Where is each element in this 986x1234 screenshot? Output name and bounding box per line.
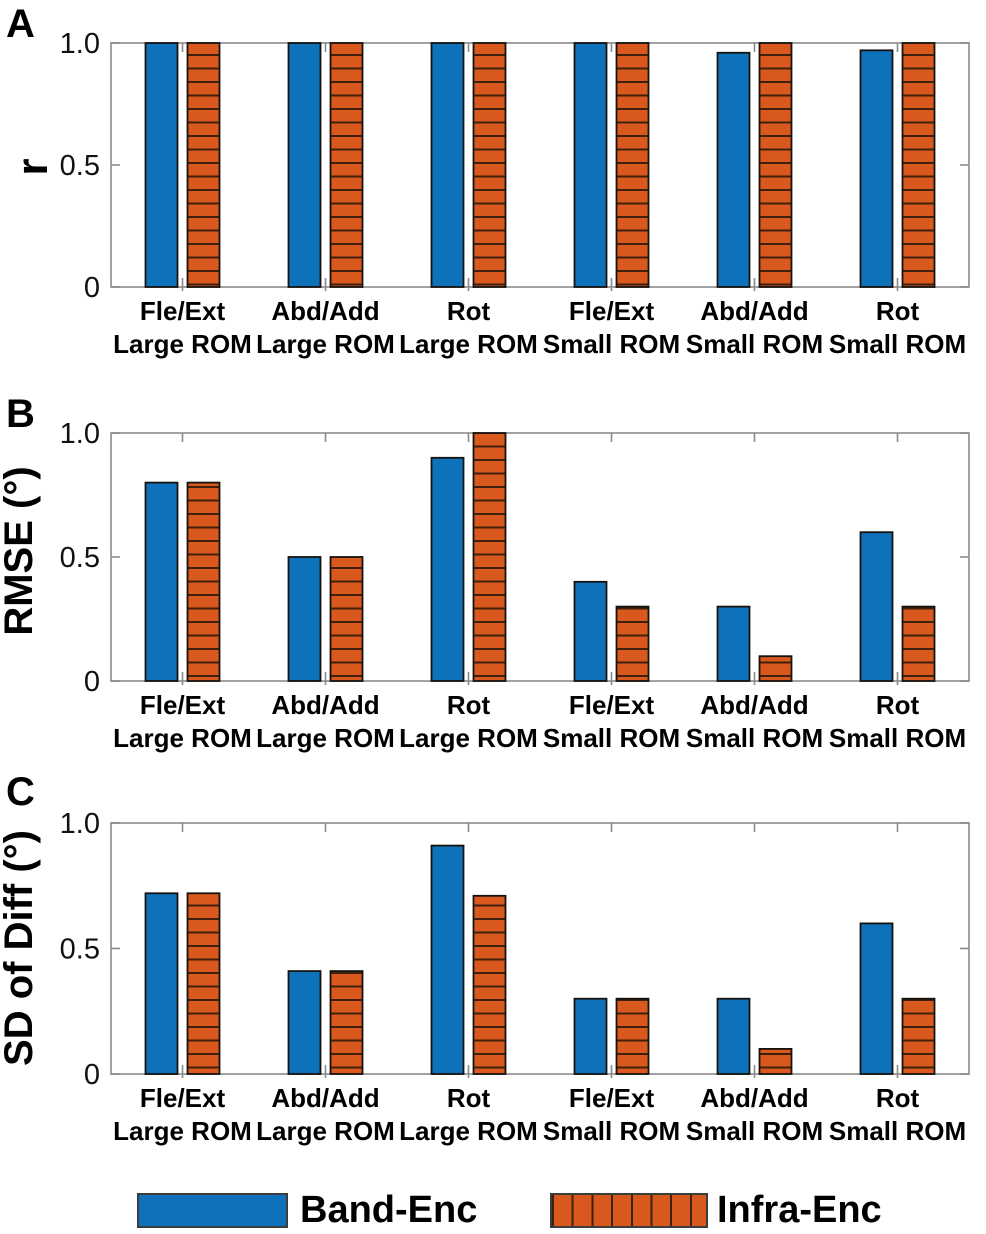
bar-band-enc <box>287 970 322 1075</box>
y-tick-label: 1.0 <box>60 28 100 60</box>
bar-band-enc <box>716 51 751 288</box>
bar-band-enc <box>859 49 894 288</box>
x-category-label-line2: Large ROM <box>399 329 538 359</box>
x-category-label-line2: Small ROM <box>829 1116 966 1146</box>
x-category-label-line2: Small ROM <box>543 1116 680 1146</box>
bar-infra-enc <box>186 42 221 288</box>
y-tick-label: 0.5 <box>60 934 100 966</box>
y-tick-label: 0.5 <box>60 542 100 574</box>
x-category-label-line1: Rot <box>876 296 920 326</box>
legend-swatch-infra-enc <box>550 1193 708 1228</box>
x-category-label-line2: Large ROM <box>399 723 538 753</box>
bar-infra-enc <box>329 556 364 682</box>
bar-band-enc <box>573 580 608 682</box>
y-tick-label: 0 <box>84 272 100 304</box>
bar-infra-enc <box>186 481 221 682</box>
legend-label-infra-enc: Infra-Enc <box>717 1189 882 1231</box>
bar-infra-enc <box>901 605 936 682</box>
y-tick-label: 1.0 <box>60 808 100 840</box>
x-category-label-line1: Abd/Add <box>271 690 379 720</box>
y-tick-label: 1.0 <box>60 418 100 450</box>
bar-band-enc <box>716 605 751 682</box>
panel-b-letter: B <box>6 392 35 436</box>
x-category-label-line1: Fle/Ext <box>140 1083 226 1113</box>
x-category-label-line2: Small ROM <box>686 723 823 753</box>
x-category-label-line1: Fle/Ext <box>140 296 226 326</box>
bar-band-enc <box>430 42 465 288</box>
x-category-label-line2: Small ROM <box>829 329 966 359</box>
bar-band-enc <box>573 42 608 288</box>
x-category-label-line1: Fle/Ext <box>140 690 226 720</box>
x-category-label-line1: Rot <box>447 296 491 326</box>
bar-infra-enc <box>901 42 936 288</box>
x-category-label-line1: Abd/Add <box>271 296 379 326</box>
bar-band-enc <box>430 844 465 1075</box>
bar-band-enc <box>144 892 179 1075</box>
bar-band-enc <box>430 456 465 682</box>
bar-band-enc <box>859 531 894 682</box>
x-category-label-line1: Fle/Ext <box>569 1083 655 1113</box>
bar-band-enc <box>144 481 179 682</box>
y-tick-label: 0 <box>84 666 100 698</box>
bar-infra-enc <box>758 1048 793 1075</box>
panel-c-letter: C <box>6 770 35 814</box>
x-category-label-line1: Abd/Add <box>271 1083 379 1113</box>
bar-infra-enc <box>758 42 793 288</box>
bar-band-enc <box>859 922 894 1075</box>
x-category-label-line2: Large ROM <box>113 723 252 753</box>
bar-infra-enc <box>329 970 364 1075</box>
bar-infra-enc <box>472 894 507 1075</box>
x-category-label-line2: Large ROM <box>113 1116 252 1146</box>
panel-a-letter: A <box>6 2 35 46</box>
bar-band-enc <box>287 556 322 682</box>
bar-infra-enc <box>329 42 364 288</box>
bar-infra-enc <box>615 997 650 1075</box>
legend-swatch-band-enc <box>137 1193 288 1228</box>
x-category-label-line2: Small ROM <box>543 723 680 753</box>
bar-band-enc <box>144 42 179 288</box>
bar-band-enc <box>573 997 608 1075</box>
bar-band-enc <box>287 42 322 288</box>
plot-frame <box>110 432 970 682</box>
x-category-label-line2: Large ROM <box>256 1116 395 1146</box>
bar-infra-enc <box>472 42 507 288</box>
x-category-label-line1: Rot <box>876 1083 920 1113</box>
x-category-label-line1: Fle/Ext <box>569 690 655 720</box>
bar-infra-enc <box>472 432 507 682</box>
x-category-label-line2: Large ROM <box>399 1116 538 1146</box>
y-tick-label: 0.5 <box>60 150 100 182</box>
bar-infra-enc <box>758 655 793 682</box>
x-category-label-line1: Rot <box>447 690 491 720</box>
x-category-label-line2: Large ROM <box>256 723 395 753</box>
bar-band-enc <box>716 997 751 1075</box>
x-category-label-line2: Small ROM <box>686 329 823 359</box>
x-category-label-line1: Abd/Add <box>700 1083 808 1113</box>
x-category-label-line2: Small ROM <box>543 329 680 359</box>
plot-frame <box>110 42 970 288</box>
x-category-label-line1: Abd/Add <box>700 690 808 720</box>
bar-infra-enc <box>901 997 936 1075</box>
x-category-label-line2: Large ROM <box>113 329 252 359</box>
bar-infra-enc <box>186 892 221 1075</box>
x-category-label-line2: Large ROM <box>256 329 395 359</box>
x-category-label-line1: Rot <box>447 1083 491 1113</box>
x-category-label-line2: Small ROM <box>829 723 966 753</box>
plot-frame <box>110 822 970 1075</box>
legend-label-band-enc: Band-Enc <box>300 1189 478 1231</box>
bar-infra-enc <box>615 605 650 682</box>
x-category-label-line1: Rot <box>876 690 920 720</box>
x-category-label-line2: Small ROM <box>686 1116 823 1146</box>
bar-infra-enc <box>615 42 650 288</box>
x-category-label-line1: Fle/Ext <box>569 296 655 326</box>
y-tick-label: 0 <box>84 1059 100 1091</box>
x-category-label-line1: Abd/Add <box>700 296 808 326</box>
